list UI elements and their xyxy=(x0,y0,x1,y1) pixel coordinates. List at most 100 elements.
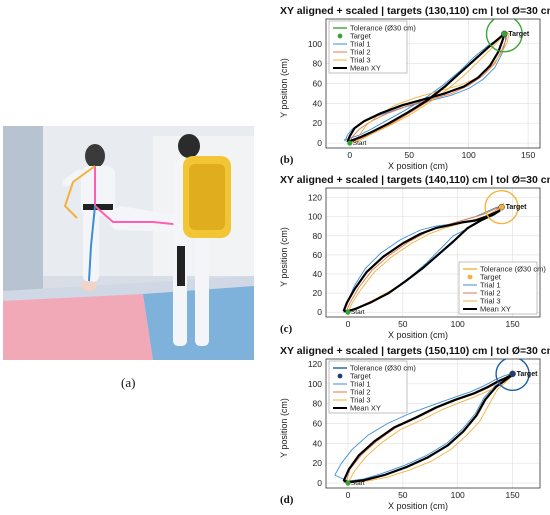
start-annotation: Start xyxy=(351,309,365,316)
legend-entry: Trial 1 xyxy=(480,281,501,290)
legend-entry: Trial 2 xyxy=(350,388,371,397)
chart-title: XY aligned + scaled | targets (140,110) … xyxy=(280,174,550,186)
y-tick-label: 60 xyxy=(313,250,323,260)
plot-frame xyxy=(325,18,541,149)
y-tick-label: 120 xyxy=(308,193,322,203)
legend-swatch xyxy=(337,373,343,379)
series-trial-1 xyxy=(343,33,506,142)
legend-entry: Mean XY xyxy=(480,305,511,314)
y-tick-label: 0 xyxy=(317,138,322,148)
legend-entry: Tolerance (Ø30 cm) xyxy=(350,364,416,373)
legend-entry: Target xyxy=(480,273,502,282)
plot-area xyxy=(334,359,530,486)
y-tick-label: 60 xyxy=(313,79,323,89)
legend-entry: Trial 3 xyxy=(480,297,501,306)
series-trial-2 xyxy=(349,33,508,144)
target-annotation: Target xyxy=(506,204,528,211)
y-tick-label: 40 xyxy=(313,98,323,108)
x-tick-label: 100 xyxy=(451,319,465,329)
y-tick-label: 80 xyxy=(313,231,323,241)
target-marker xyxy=(498,203,505,211)
plot-area xyxy=(342,189,519,315)
legend-entry: Trial 3 xyxy=(350,396,371,405)
x-tick-label: 50 xyxy=(398,490,408,500)
start-marker xyxy=(345,480,351,486)
start-annotation: Start xyxy=(353,140,367,147)
legend-entry: Target xyxy=(350,372,372,381)
y-tick-label: 80 xyxy=(313,59,323,69)
y-tick-label: 120 xyxy=(308,359,322,369)
chart-b: XY aligned + scaled | targets (130,110) … xyxy=(279,5,550,171)
plot-frame xyxy=(325,358,541,489)
legend-entry: Mean XY xyxy=(350,404,381,413)
y-tick-label: 100 xyxy=(308,212,322,222)
chart-c: XY aligned + scaled | targets (140,110) … xyxy=(279,174,550,340)
x-tick-label: 100 xyxy=(462,150,476,160)
plot-area xyxy=(343,19,523,146)
x-axis-label: X position (cm) xyxy=(388,161,448,171)
target-annotation: Target xyxy=(517,371,539,378)
tolerance-circle xyxy=(485,19,523,53)
legend-entry: Trial 1 xyxy=(350,380,371,389)
target-marker xyxy=(509,370,516,378)
target-annotation: Target xyxy=(508,31,530,38)
y-tick-label: 40 xyxy=(313,438,323,448)
x-axis-label: X position (cm) xyxy=(388,330,448,340)
y-axis-label: Y position (cm) xyxy=(279,227,289,287)
legend-entry: Trial 3 xyxy=(350,56,371,65)
target-marker xyxy=(501,30,508,38)
x-tick-label: 0 xyxy=(346,490,351,500)
x-axis-label: X position (cm) xyxy=(388,501,448,511)
y-axis-label: Y position (cm) xyxy=(279,398,289,458)
legend-entry: Trial 2 xyxy=(480,289,501,298)
taekwondo-photo-illustration xyxy=(3,126,254,360)
y-tick-label: 80 xyxy=(313,399,323,409)
y-tick-label: 0 xyxy=(317,478,322,488)
legend-swatch xyxy=(467,274,473,280)
photo-caption: (a) xyxy=(121,375,136,390)
y-tick-label: 20 xyxy=(313,118,323,128)
x-tick-label: 150 xyxy=(505,490,519,500)
panel-label: (d) xyxy=(280,494,294,506)
legend-box xyxy=(328,360,408,414)
x-tick-label: 0 xyxy=(347,150,352,160)
x-tick-label: 150 xyxy=(505,319,519,329)
y-tick-label: 0 xyxy=(317,307,322,317)
y-tick-label: 100 xyxy=(308,39,322,49)
panel-label: (b) xyxy=(280,154,294,166)
x-tick-label: 50 xyxy=(404,150,414,160)
start-marker xyxy=(347,140,353,146)
plot-frame xyxy=(325,187,541,318)
legend-entry: Tolerance (Ø30 cm) xyxy=(350,24,416,33)
start-marker xyxy=(345,309,351,315)
chart-title: XY aligned + scaled | targets (130,110) … xyxy=(280,5,550,17)
start-annotation: Start xyxy=(351,480,365,487)
series-trial-3 xyxy=(354,31,510,144)
legend-box xyxy=(328,20,408,74)
legend-swatch xyxy=(337,33,343,39)
x-tick-label: 100 xyxy=(451,490,465,500)
legend-entry: Mean XY xyxy=(350,64,381,73)
series-mean-xy xyxy=(342,209,501,313)
legend-box xyxy=(458,261,538,315)
legend-entry: Target xyxy=(350,32,372,41)
panel-label: (c) xyxy=(280,323,293,335)
y-tick-label: 20 xyxy=(313,458,323,468)
tolerance-circle xyxy=(484,189,519,225)
y-tick-label: 20 xyxy=(313,288,323,298)
x-tick-label: 0 xyxy=(346,319,351,329)
y-tick-label: 60 xyxy=(313,419,323,429)
x-tick-label: 50 xyxy=(398,319,408,329)
y-axis-label: Y position (cm) xyxy=(279,58,289,118)
chart-title: XY aligned + scaled | targets (150,110) … xyxy=(280,345,550,357)
legend-entry: Tolerance (Ø30 cm) xyxy=(480,265,546,274)
y-tick-label: 40 xyxy=(313,269,323,279)
legend-entry: Trial 2 xyxy=(350,48,371,57)
legend-entry: Trial 1 xyxy=(350,40,371,49)
chart-d: XY aligned + scaled | targets (150,110) … xyxy=(279,345,550,511)
y-tick-label: 100 xyxy=(308,379,322,389)
taekwondo-photo xyxy=(3,126,254,360)
